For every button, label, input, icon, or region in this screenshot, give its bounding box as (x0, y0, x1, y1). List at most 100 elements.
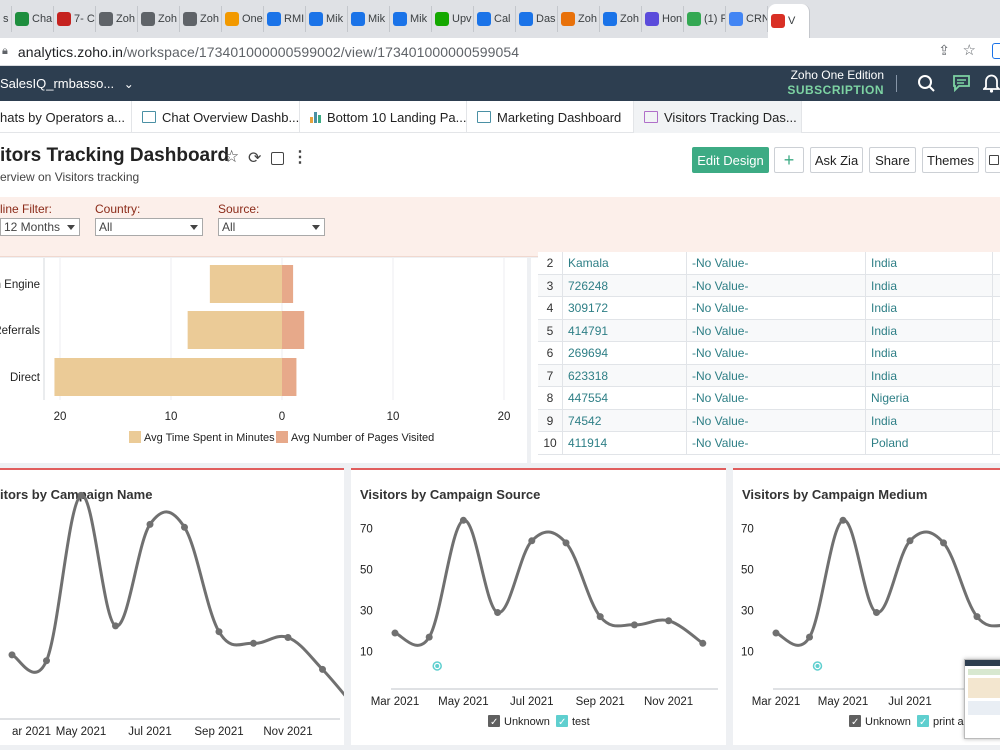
legend-swatch[interactable] (129, 431, 141, 443)
data-point[interactable] (459, 516, 467, 524)
data-point[interactable] (973, 613, 981, 621)
tab-bottom-10-landing[interactable]: Bottom 10 Landing Pa... (300, 101, 467, 133)
chat-feedback-icon[interactable] (952, 74, 971, 92)
data-point[interactable] (43, 657, 50, 665)
data-point[interactable] (77, 491, 85, 499)
ask-zia-button[interactable]: Ask Zia (810, 147, 863, 173)
data-point[interactable] (215, 628, 223, 636)
legend-label[interactable]: Avg Time Spent in Minutes (144, 432, 275, 444)
bar-pages-visited[interactable] (282, 358, 297, 396)
save-icon[interactable] (271, 152, 284, 165)
themes-button[interactable]: Themes (922, 147, 979, 173)
refresh-icon[interactable]: ⟳ (248, 150, 262, 167)
timeline-filter-select[interactable]: 12 Months (0, 218, 80, 236)
edit-design-button[interactable]: Edit Design (692, 147, 769, 173)
table-row[interactable]: 5 414791 -No Value- India (538, 319, 1000, 342)
legend-label[interactable]: Unknown (865, 716, 911, 728)
country-filter-select[interactable]: All (95, 218, 203, 236)
legend-checkbox[interactable] (917, 715, 929, 727)
tab-marketing-dashboard[interactable]: Marketing Dashboard (467, 101, 634, 133)
share-button[interactable]: Share (869, 147, 916, 173)
tab-visitors-tracking[interactable]: Visitors Tracking Das...✕ (634, 101, 802, 133)
data-point[interactable] (806, 633, 813, 641)
data-point[interactable] (873, 609, 880, 617)
legend-checkbox[interactable] (849, 715, 861, 727)
screenshot-thumbnail[interactable] (964, 659, 1000, 739)
data-point[interactable] (772, 629, 780, 637)
data-point[interactable] (319, 665, 326, 673)
address-bar[interactable]: 🔒︎ analytics.zoho.in/workspace/173401000… (0, 38, 1000, 66)
table-row[interactable]: 4 309172 -No Value- India (538, 297, 1000, 320)
table-row[interactable]: 2 Kamala -No Value- India (538, 252, 1000, 275)
data-point[interactable] (8, 651, 16, 659)
url-text[interactable]: analytics.zoho.in/workspace/173401000000… (17, 43, 520, 60)
bar-time-spent[interactable] (187, 311, 282, 349)
browser-tab[interactable]: Mik (390, 6, 432, 32)
browser-tab[interactable]: Zoh (180, 6, 222, 32)
data-point[interactable] (250, 639, 257, 647)
data-point[interactable] (665, 617, 673, 625)
data-point[interactable] (906, 537, 914, 545)
bar-time-spent[interactable] (54, 358, 283, 396)
add-widget-button[interactable]: + (774, 147, 804, 173)
browser-tab[interactable]: Zoh (138, 6, 180, 32)
browser-tab[interactable]: One (222, 6, 264, 32)
table-row[interactable]: 6 269694 -No Value- India (538, 342, 1000, 365)
data-point[interactable] (284, 634, 292, 641)
browser-tab[interactable]: Hon (642, 6, 684, 32)
table-row[interactable]: 10 411914 -No Value- Poland (538, 432, 1000, 455)
legend-label[interactable]: Unknown (504, 716, 550, 728)
workspace-switcher[interactable]: SalesIQ_rmbasso... ⌄ (0, 76, 134, 91)
table-row[interactable]: 9 74542 -No Value- India (538, 409, 1000, 432)
bookmark-star-icon[interactable]: ☆ (962, 42, 976, 59)
bar-pages-visited[interactable] (282, 265, 294, 303)
bar-time-spent[interactable] (209, 265, 282, 303)
data-point[interactable] (630, 621, 638, 629)
browser-tab[interactable]: Cal (474, 6, 516, 32)
browser-tab[interactable]: RMI (264, 6, 306, 32)
bar-pages-visited[interactable] (282, 311, 305, 349)
notification-bell-icon[interactable] (983, 73, 1000, 93)
browser-tab[interactable]: s (0, 6, 12, 32)
data-point[interactable] (562, 539, 570, 547)
data-point[interactable] (146, 520, 154, 528)
source-filter-select[interactable]: All (218, 218, 325, 236)
legend-swatch[interactable] (276, 431, 288, 443)
data-point[interactable] (181, 523, 188, 531)
table-row[interactable]: 3 726248 -No Value- India (538, 274, 1000, 297)
favorite-star-icon[interactable]: ☆ (224, 147, 240, 166)
legend-checkbox[interactable] (488, 715, 500, 727)
browser-tab[interactable]: Mik (348, 6, 390, 32)
series-line[interactable] (11, 493, 344, 710)
data-point[interactable] (596, 613, 604, 621)
legend-label[interactable]: test (572, 716, 590, 728)
series-line[interactable] (775, 518, 1000, 647)
browser-tab[interactable]: CRN (726, 6, 768, 32)
share-page-icon[interactable]: ⇪ (938, 42, 950, 58)
table-row[interactable]: 7 623318 -No Value- India (538, 364, 1000, 387)
browser-tab[interactable]: Zoh (558, 6, 600, 32)
tab-chats-by-operators[interactable]: hats by Operators a... (0, 101, 132, 133)
export-button[interactable] (985, 147, 1000, 173)
data-point[interactable] (699, 639, 707, 647)
legend-checkbox[interactable] (556, 715, 568, 727)
browser-tab[interactable]: Das (516, 6, 558, 32)
extension-icon[interactable] (992, 43, 1000, 59)
data-point-secondary[interactable] (432, 661, 442, 671)
data-point[interactable] (391, 629, 399, 637)
series-line[interactable] (394, 518, 704, 647)
browser-tab[interactable]: Zoh (600, 6, 642, 32)
browser-tab[interactable]: Upv (432, 6, 474, 32)
search-icon[interactable] (917, 74, 936, 93)
legend-label[interactable]: print a (933, 716, 964, 728)
data-point[interactable] (425, 633, 433, 641)
browser-tab[interactable]: Cha (12, 6, 54, 32)
legend-label[interactable]: Avg Number of Pages Visited (291, 432, 434, 444)
browser-tab[interactable]: (1) F (684, 6, 726, 32)
data-point[interactable] (839, 516, 847, 524)
data-point-secondary[interactable] (812, 661, 823, 671)
browser-tab[interactable]: V (768, 4, 810, 38)
more-options-icon[interactable]: ⋮ (292, 149, 308, 166)
data-point[interactable] (112, 622, 119, 630)
browser-tab[interactable]: 7- C (54, 6, 96, 32)
